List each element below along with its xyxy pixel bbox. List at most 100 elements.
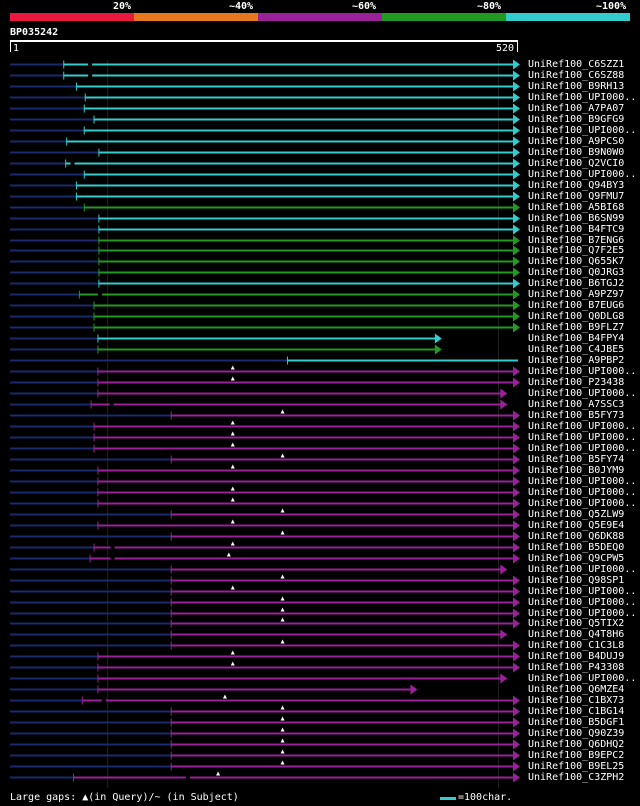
hit-end-arrow bbox=[513, 728, 520, 739]
query-gap-marker bbox=[280, 453, 285, 458]
hit-label[interactable]: UniRef100_UPI000.. bbox=[528, 608, 637, 619]
hit-label[interactable]: UniRef100_B7EUG6 bbox=[528, 300, 625, 311]
hit-end-arrow bbox=[513, 651, 520, 662]
hit-label[interactable]: UniRef100_P43308 bbox=[528, 662, 625, 673]
legend-label-20: 20% bbox=[113, 1, 132, 12]
hit-label[interactable]: UniRef100_A9PCS0 bbox=[528, 136, 625, 147]
hit-label[interactable]: UniRef100_A9PZ97 bbox=[528, 289, 625, 300]
hit-end-arrow bbox=[513, 103, 520, 114]
hit-end-arrow bbox=[513, 750, 520, 761]
hit-label[interactable]: UniRef100_UPI000.. bbox=[528, 366, 637, 377]
hit-label[interactable]: UniRef100_UPI000.. bbox=[528, 476, 637, 487]
hit-end-arrow bbox=[513, 322, 520, 333]
hit-label[interactable]: UniRef100_B6SN99 bbox=[528, 213, 625, 224]
hit-end-arrow bbox=[513, 454, 520, 465]
hit-end-arrow bbox=[513, 202, 520, 213]
hit-label[interactable]: UniRef100_Q6DK88 bbox=[528, 531, 625, 542]
hit-label[interactable]: UniRef100_B9EL25 bbox=[528, 761, 625, 772]
query-gap-marker bbox=[280, 617, 285, 622]
hit-label[interactable]: UniRef100_A9PBP2 bbox=[528, 355, 625, 366]
hit-label[interactable]: UniRef100_UPI000.. bbox=[528, 673, 637, 684]
hit-label[interactable]: UniRef100_Q4T8H6 bbox=[528, 629, 625, 640]
hit-label[interactable]: UniRef100_Q5TIX2 bbox=[528, 618, 625, 629]
hit-label[interactable]: UniRef100_Q2VCI0 bbox=[528, 158, 625, 169]
hit-end-arrow bbox=[513, 410, 520, 421]
hit-end-arrow bbox=[513, 476, 520, 487]
hit-label[interactable]: UniRef100_Q655K7 bbox=[528, 256, 625, 267]
ruler-start-tick bbox=[10, 42, 11, 52]
hit-end-arrow bbox=[513, 618, 520, 629]
hit-label[interactable]: UniRef100_B4DUJ9 bbox=[528, 651, 625, 662]
ruler-start-label: 1 bbox=[13, 43, 20, 54]
hit-end-arrow bbox=[513, 509, 520, 520]
hit-label[interactable]: UniRef100_P23438 bbox=[528, 377, 625, 388]
legend-swatch-60 bbox=[258, 13, 382, 21]
hit-label[interactable]: UniRef100_Q90Z39 bbox=[528, 728, 625, 739]
hit-label[interactable]: UniRef100_C1BX73 bbox=[528, 695, 625, 706]
hit-label[interactable]: UniRef100_Q0DLG8 bbox=[528, 311, 625, 322]
scale-label: =100char. bbox=[458, 792, 513, 803]
hit-end-arrow bbox=[513, 125, 520, 136]
hit-label[interactable]: UniRef100_B5FY73 bbox=[528, 410, 625, 421]
query-gap-marker bbox=[230, 650, 235, 655]
hit-label[interactable]: UniRef100_C3ZPH2 bbox=[528, 772, 625, 783]
hit-label[interactable]: UniRef100_B5DEQ0 bbox=[528, 542, 625, 553]
hit-end-arrow bbox=[513, 662, 520, 673]
hit-label[interactable]: UniRef100_Q7F2E5 bbox=[528, 245, 625, 256]
hit-label[interactable]: UniRef100_C4JBE5 bbox=[528, 344, 625, 355]
hit-label[interactable]: UniRef100_C6SZ88 bbox=[528, 70, 625, 81]
query-gap-marker bbox=[280, 508, 285, 513]
query-gap-marker bbox=[222, 694, 227, 699]
hit-end-arrow bbox=[513, 695, 520, 706]
hit-label[interactable]: UniRef100_C6SZZ1 bbox=[528, 59, 625, 70]
hit-label[interactable]: UniRef100_A5BI68 bbox=[528, 202, 625, 213]
hit-label[interactable]: UniRef100_B7ENG6 bbox=[528, 235, 625, 246]
hit-label[interactable]: UniRef100_UPI000.. bbox=[528, 125, 637, 136]
hit-end-arrow bbox=[500, 399, 508, 410]
hit-label[interactable]: UniRef100_C1C3L8 bbox=[528, 640, 625, 651]
hit-label[interactable]: UniRef100_UPI000.. bbox=[528, 443, 637, 454]
hit-label[interactable]: UniRef100_UPI000.. bbox=[528, 597, 637, 608]
query-gap-marker bbox=[216, 771, 221, 776]
hit-label[interactable]: UniRef100_UPI000.. bbox=[528, 388, 637, 399]
hit-label[interactable]: UniRef100_UPI000.. bbox=[528, 498, 637, 509]
hit-label[interactable]: UniRef100_B5DGF1 bbox=[528, 717, 625, 728]
hit-label[interactable]: UniRef100_Q0JRG3 bbox=[528, 267, 625, 278]
hit-label[interactable]: UniRef100_Q94BY3 bbox=[528, 180, 625, 191]
hit-label[interactable]: UniRef100_UPI000.. bbox=[528, 432, 637, 443]
hit-label[interactable]: UniRef100_Q98SP1 bbox=[528, 575, 625, 586]
hit-label[interactable]: UniRef100_UPI000.. bbox=[528, 92, 637, 103]
hit-label[interactable]: UniRef100_Q5E9E4 bbox=[528, 520, 625, 531]
hit-label[interactable]: UniRef100_B5FY74 bbox=[528, 454, 625, 465]
hit-label[interactable]: UniRef100_B9RH13 bbox=[528, 81, 625, 92]
hit-label[interactable]: UniRef100_B4FTC9 bbox=[528, 224, 625, 235]
hit-label[interactable]: UniRef100_A7SSC3 bbox=[528, 399, 625, 410]
hit-end-arrow bbox=[434, 344, 442, 355]
hit-label[interactable]: UniRef100_B9EPC2 bbox=[528, 750, 625, 761]
hit-label[interactable]: UniRef100_C1BG14 bbox=[528, 706, 625, 717]
hit-end-arrow bbox=[513, 487, 520, 498]
hit-label[interactable]: UniRef100_Q9CPW5 bbox=[528, 553, 625, 564]
hit-label[interactable]: UniRef100_UPI000.. bbox=[528, 586, 637, 597]
hit-label[interactable]: UniRef100_Q6MZE4 bbox=[528, 684, 625, 695]
hit-label[interactable]: UniRef100_B9FLZ7 bbox=[528, 322, 625, 333]
hit-label[interactable]: UniRef100_UPI000.. bbox=[528, 564, 637, 575]
hit-label[interactable]: UniRef100_Q5ZLW9 bbox=[528, 509, 625, 520]
hit-label[interactable]: UniRef100_B6TGJ2 bbox=[528, 278, 625, 289]
gaps-legend: Large gaps: ▲(in Query)/~ (in Subject) bbox=[10, 792, 239, 803]
hit-label[interactable]: UniRef100_Q9FMU7 bbox=[528, 191, 625, 202]
hit-label[interactable]: UniRef100_B0JYM9 bbox=[528, 465, 625, 476]
hit-label[interactable]: UniRef100_B9N0W0 bbox=[528, 147, 625, 158]
hit-end-arrow bbox=[513, 421, 520, 432]
hit-label[interactable]: UniRef100_UPI000.. bbox=[528, 169, 637, 180]
hit-label[interactable]: UniRef100_UPI000.. bbox=[528, 487, 637, 498]
hit-label[interactable]: UniRef100_Q6DHQ2 bbox=[528, 739, 625, 750]
hit-label[interactable]: UniRef100_B9GFG9 bbox=[528, 114, 625, 125]
hit-label[interactable]: UniRef100_B4FPY4 bbox=[528, 333, 625, 344]
hit-end-arrow bbox=[500, 564, 508, 575]
hit-end-arrow bbox=[513, 267, 520, 278]
hit-label[interactable]: UniRef100_A7PA07 bbox=[528, 103, 625, 114]
hit-label[interactable]: UniRef100_UPI000.. bbox=[528, 421, 637, 432]
hit-end-arrow bbox=[513, 520, 520, 531]
query-gap-marker bbox=[230, 420, 235, 425]
